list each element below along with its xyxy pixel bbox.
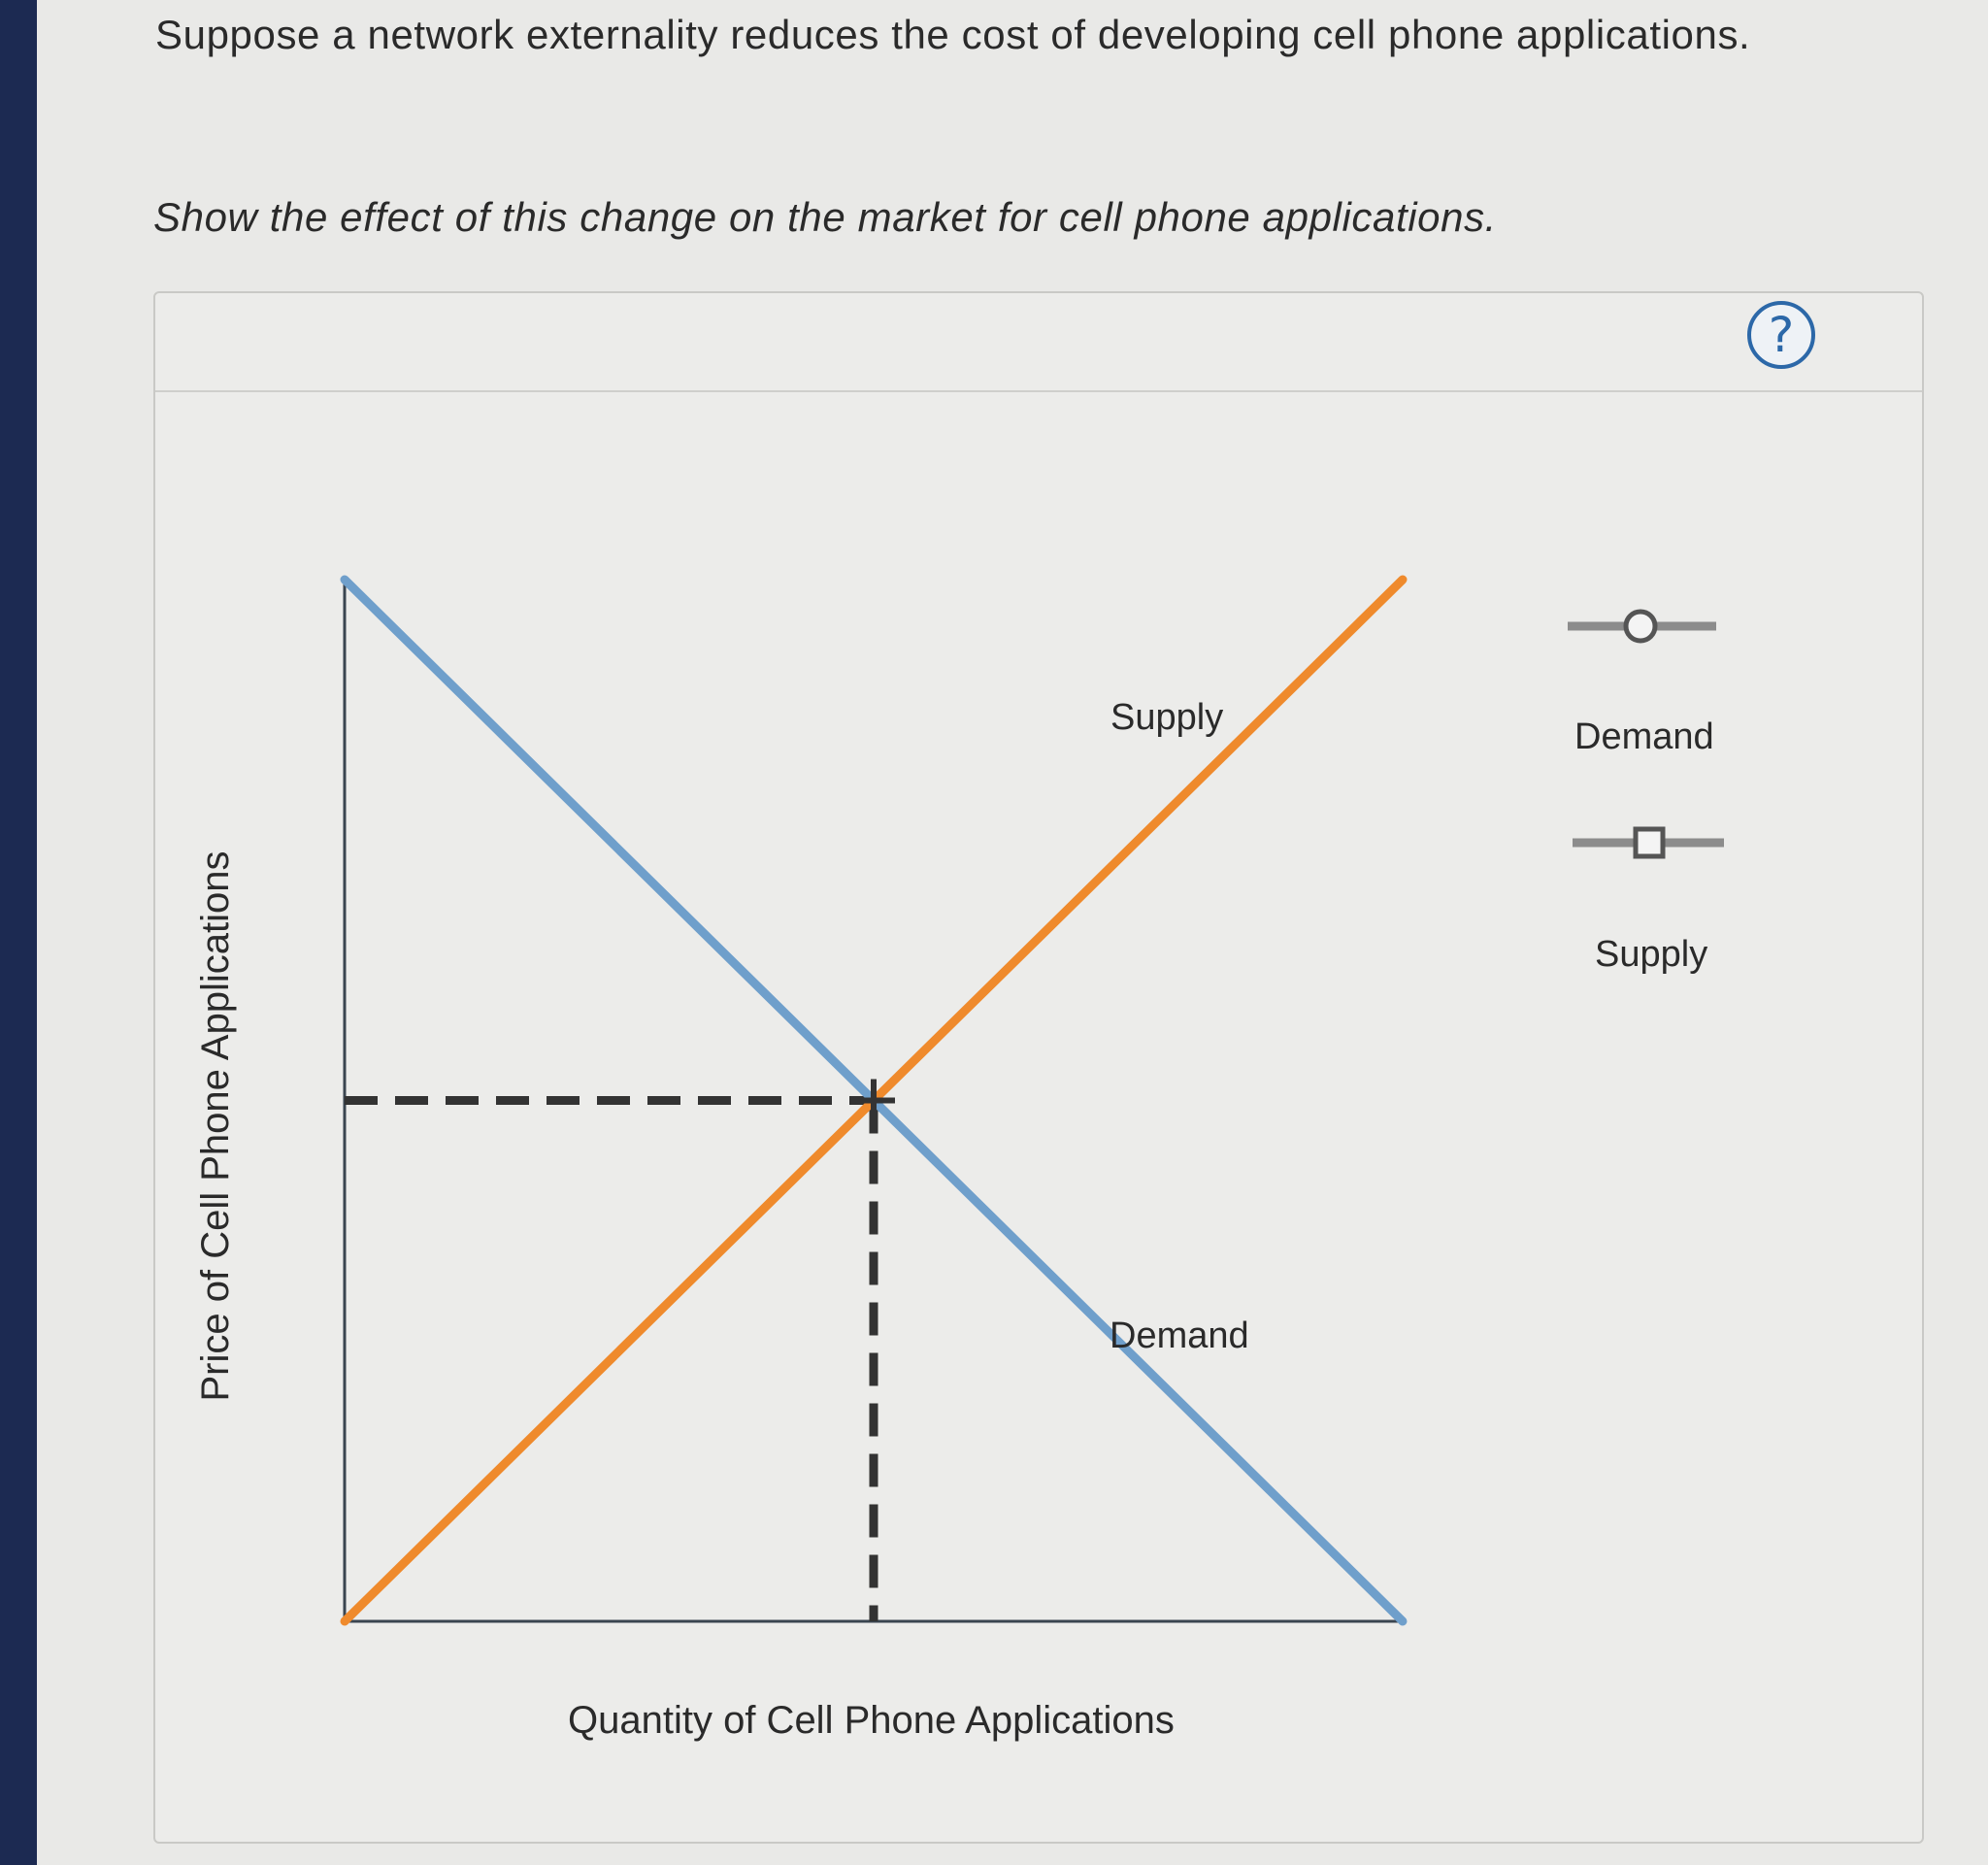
circle-point-line-icon[interactable] — [1568, 609, 1716, 644]
x-axis-label: Quantity of Cell Phone Applications — [568, 1699, 1175, 1742]
palette-demand-label[interactable]: Demand — [1574, 716, 1714, 757]
window-left-edge — [0, 0, 37, 1865]
equilibrium-cross-marker[interactable] — [852, 1079, 895, 1122]
square-point-line-icon[interactable] — [1573, 826, 1724, 859]
graph-panel: ? — [153, 291, 1924, 1844]
palette-supply-label[interactable]: Supply — [1595, 934, 1708, 975]
demand-curve-label: Demand — [1110, 1315, 1249, 1356]
supply-curve-label: Supply — [1110, 697, 1224, 738]
instruction-text: Show the effect of this change on the ma… — [153, 194, 1497, 240]
panel-header: ? — [155, 293, 1922, 392]
question-mark-icon[interactable]: ? — [1747, 301, 1815, 369]
question-text: Suppose a network externality reduces th… — [155, 12, 1751, 57]
y-axis-label: Price of Cell Phone Applications — [194, 850, 237, 1402]
